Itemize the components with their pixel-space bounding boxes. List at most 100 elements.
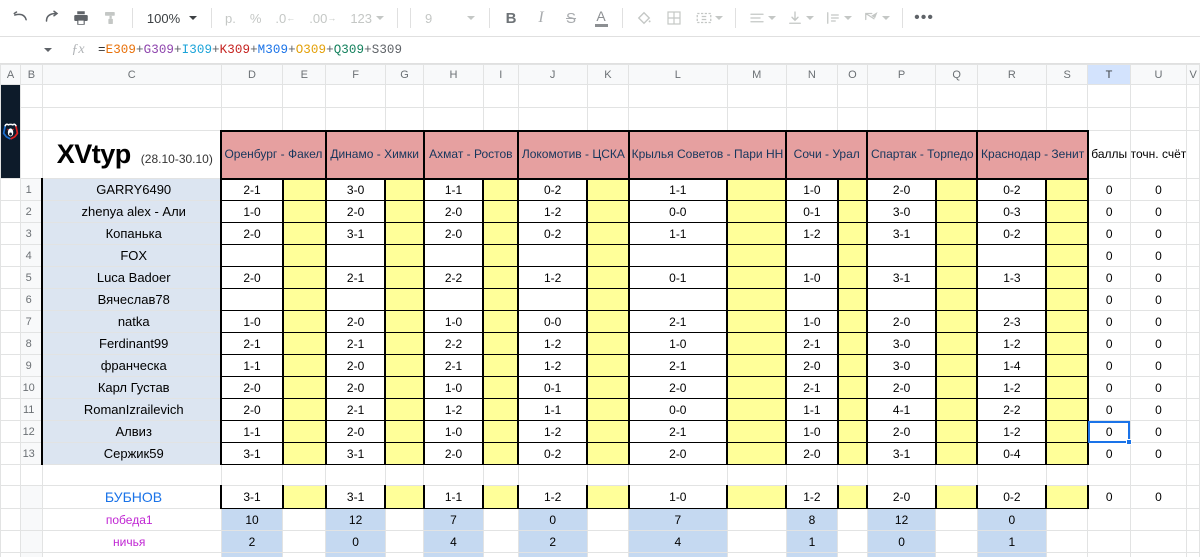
prediction-4[interactable]: 0-1	[627, 266, 729, 289]
prediction-0[interactable]: 2-0	[220, 398, 284, 421]
zoom-selector[interactable]: 100%	[139, 5, 205, 31]
table-row[interactable]: 1 GARRY6490 2-1 3-0 1-1 0-2 1-1 1-0 2-0 0-2 0 0	[0, 178, 1200, 201]
column-header-J[interactable]: J	[517, 64, 588, 85]
prediction-1[interactable]: 3-1	[324, 442, 387, 465]
prediction-points-5[interactable]	[837, 354, 869, 377]
column-header-I[interactable]: I	[482, 64, 519, 85]
prediction-points-6[interactable]	[935, 244, 979, 267]
prediction-0[interactable]: 3-1	[220, 442, 284, 465]
prediction-points-6[interactable]	[935, 200, 979, 223]
row-header-blank[interactable]	[20, 508, 43, 531]
row-header-1[interactable]: 1	[20, 178, 43, 201]
prediction-points-7[interactable]	[1045, 442, 1089, 465]
row-header-blank[interactable]	[20, 552, 43, 557]
prediction-2[interactable]: 2-2	[422, 266, 485, 289]
bubnov-prediction-0[interactable]: 3-1	[220, 485, 284, 509]
prediction-points-0[interactable]	[282, 266, 327, 289]
prediction-points-5[interactable]	[837, 376, 869, 399]
bubnov-points-4[interactable]	[726, 485, 788, 509]
prediction-points-3[interactable]	[586, 222, 630, 245]
prediction-points-0[interactable]	[282, 398, 327, 421]
prediction-points-6[interactable]	[935, 310, 979, 333]
table-row[interactable]: 2 zhenya alex - Али 1-0 2-0 2-0 1-2 0-0 0-1 3-0 0…	[0, 200, 1200, 223]
row-header-11[interactable]: 11	[20, 398, 43, 421]
prediction-1[interactable]: 2-0	[324, 354, 387, 377]
undo-icon[interactable]	[6, 4, 36, 32]
bubnov-points-2[interactable]	[482, 485, 520, 509]
column-header-Q[interactable]: Q	[935, 64, 978, 85]
prediction-5[interactable]	[785, 288, 839, 311]
prediction-6[interactable]: 3-1	[866, 442, 937, 465]
prediction-points-1[interactable]	[384, 332, 425, 355]
prediction-points-3[interactable]	[586, 178, 630, 201]
column-header-E[interactable]: E	[282, 64, 327, 85]
prediction-points-7[interactable]	[1045, 354, 1089, 377]
prediction-points-4[interactable]	[726, 178, 788, 201]
player-exact-score[interactable]: 0	[1129, 200, 1188, 223]
prediction-points-3[interactable]	[586, 332, 630, 355]
prediction-points-6[interactable]	[935, 222, 979, 245]
prediction-points-1[interactable]	[384, 442, 425, 465]
prediction-5[interactable]: 2-1	[785, 332, 839, 355]
prediction-points-2[interactable]	[482, 442, 520, 465]
prediction-points-1[interactable]	[384, 420, 425, 443]
prediction-6[interactable]: 3-1	[866, 222, 937, 245]
prediction-5[interactable]	[785, 244, 839, 267]
prediction-0[interactable]	[220, 288, 284, 311]
prediction-points-1[interactable]	[384, 244, 425, 267]
prediction-6[interactable]: 3-0	[866, 332, 937, 355]
prediction-3[interactable]: 0-2	[517, 222, 589, 245]
prediction-6[interactable]: 3-1	[866, 266, 937, 289]
prediction-5[interactable]: 1-1	[785, 398, 839, 421]
redo-icon[interactable]	[36, 4, 66, 32]
player-exact-score[interactable]: 0	[1129, 420, 1188, 443]
prediction-points-7[interactable]	[1045, 398, 1089, 421]
column-header-D[interactable]: D	[220, 64, 284, 85]
prediction-points-5[interactable]	[837, 420, 869, 443]
table-row[interactable]: 9 франческа 1-1 2-0 2-1 1-2 2-1 2-0 3-0 1-4 0 0	[0, 354, 1200, 377]
bubnov-points-6[interactable]	[935, 485, 979, 509]
prediction-2[interactable]: 2-1	[422, 354, 485, 377]
prediction-1[interactable]: 2-0	[324, 200, 387, 223]
bubnov-prediction-3[interactable]: 1-2	[517, 485, 589, 509]
prediction-points-5[interactable]	[837, 266, 869, 289]
prediction-1[interactable]: 3-1	[324, 222, 387, 245]
prediction-points-7[interactable]	[1045, 222, 1089, 245]
prediction-points-3[interactable]	[586, 200, 630, 223]
player-exact-score[interactable]: 0	[1129, 266, 1188, 289]
prediction-4[interactable]: 2-1	[627, 420, 729, 443]
prediction-2[interactable]: 1-0	[422, 376, 485, 399]
prediction-points-4[interactable]	[726, 420, 788, 443]
prediction-1[interactable]: 2-1	[324, 398, 387, 421]
prediction-2[interactable]	[422, 288, 485, 311]
prediction-points-6[interactable]	[935, 420, 979, 443]
prediction-points-5[interactable]	[837, 200, 869, 223]
prediction-2[interactable]: 1-0	[422, 420, 485, 443]
prediction-5[interactable]: 1-2	[785, 222, 839, 245]
prediction-points-6[interactable]	[935, 332, 979, 355]
table-row[interactable]: 6 Вячеслав78 0 0	[0, 288, 1200, 311]
column-header-P[interactable]: P	[866, 64, 937, 85]
prediction-points-0[interactable]	[282, 288, 327, 311]
table-row[interactable]: 12 Алвиз 1-1 2-0 1-0 1-2 2-1 1-0 2-0 1-2 0 0	[0, 420, 1200, 443]
prediction-points-1[interactable]	[384, 354, 425, 377]
prediction-points-0[interactable]	[282, 354, 327, 377]
prediction-points-0[interactable]	[282, 244, 327, 267]
player-exact-score[interactable]: 0	[1129, 244, 1188, 267]
prediction-1[interactable]: 3-0	[324, 178, 387, 201]
column-header-R[interactable]: R	[976, 64, 1047, 85]
prediction-3[interactable]: 0-2	[517, 178, 589, 201]
player-points[interactable]: 0	[1087, 288, 1131, 311]
row-header-2[interactable]: 2	[20, 200, 43, 223]
prediction-points-7[interactable]	[1045, 310, 1089, 333]
prediction-1[interactable]	[324, 244, 387, 267]
prediction-6[interactable]: 4-1	[866, 398, 937, 421]
prediction-4[interactable]: 2-0	[627, 442, 729, 465]
prediction-2[interactable]: 2-0	[422, 442, 485, 465]
column-header-V[interactable]: V	[1186, 64, 1200, 85]
prediction-6[interactable]	[866, 244, 937, 267]
column-header-F[interactable]: F	[325, 64, 386, 85]
column-header-C[interactable]: C	[41, 64, 222, 85]
prediction-points-0[interactable]	[282, 376, 327, 399]
prediction-1[interactable]: 2-0	[324, 310, 387, 333]
